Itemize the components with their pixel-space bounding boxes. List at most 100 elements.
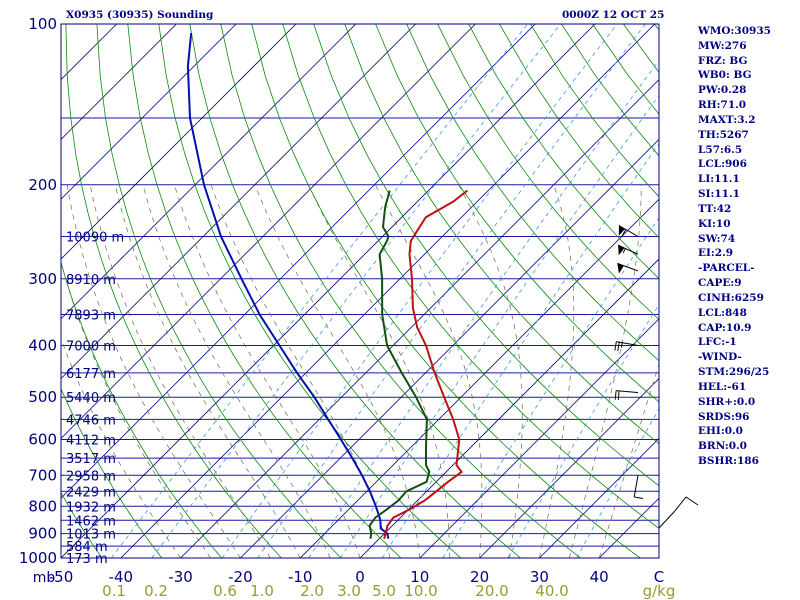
moist-adiabat <box>210 184 391 558</box>
temperature-tick-label: 0 <box>355 568 365 586</box>
wind-barb <box>614 390 639 400</box>
mixing-ratio-line <box>381 142 659 558</box>
wind-barbs <box>614 225 644 500</box>
isotherm-line <box>61 24 237 200</box>
wind-barb-staff <box>616 390 639 394</box>
height-label: 4746 m <box>66 413 116 428</box>
stat-item: -WIND- <box>698 351 742 364</box>
isotherm-lines <box>61 24 659 558</box>
stat-item: SRDS:96 <box>698 410 750 423</box>
height-label: 6177 m <box>66 367 116 382</box>
stat-item: SW:74 <box>698 232 736 245</box>
moist-adiabat <box>308 184 451 558</box>
mixing-ratio-line <box>576 407 659 558</box>
parcel-trace <box>186 33 390 539</box>
stat-item: CAP:10.9 <box>698 321 752 334</box>
stat-item: MW:276 <box>698 39 747 52</box>
wind-barb-staff <box>633 475 639 498</box>
mixing-ratio-label: 0.1 <box>102 582 126 600</box>
height-label: 2958 m <box>66 469 116 484</box>
wind-barb <box>618 225 639 238</box>
wind-barb <box>614 341 639 352</box>
mixing-ratio-line <box>151 24 561 558</box>
dry-adiabat <box>189 24 522 558</box>
wind-barb-staff <box>616 341 639 346</box>
stat-item: CAPE:9 <box>698 277 742 290</box>
station-title: X0935 (30935) Sounding <box>66 9 214 21</box>
height-label: 3517 m <box>66 452 116 467</box>
dry-adiabat <box>468 24 659 280</box>
wind-barb-feather <box>617 390 620 400</box>
isotherm-line <box>61 24 357 320</box>
dry-adiabat <box>61 261 223 558</box>
pressure-tick-label: 500 <box>28 388 57 406</box>
isotherm-line <box>120 24 656 558</box>
wind-barb-half <box>622 248 626 254</box>
dry-adiabat <box>251 24 641 558</box>
stat-item: MAXT:3.2 <box>698 113 756 126</box>
stat-item: HEL:-61 <box>698 380 747 393</box>
mixing-ratio-label: 0.2 <box>144 582 168 600</box>
hodograph-trace <box>658 496 699 529</box>
temperature-trace <box>383 189 469 539</box>
dry-adiabat <box>61 491 103 558</box>
stat-item: FRZ: BG <box>698 54 748 67</box>
hodograph <box>658 496 699 529</box>
height-label: 1462 m <box>66 514 116 529</box>
height-label: 7893 m <box>66 309 116 324</box>
wind-barb-staff <box>617 262 639 272</box>
mixing-ratio-line <box>507 303 659 558</box>
temperature-tick-label: C <box>654 568 664 586</box>
isotherm-line <box>539 437 659 558</box>
wind-barb <box>617 262 639 274</box>
pressure-tick-label: 200 <box>28 176 57 194</box>
isotherm-line <box>419 318 659 558</box>
stat-item: RH:71.0 <box>698 99 747 112</box>
moist-adiabat <box>142 184 331 558</box>
isotherm-line <box>61 24 416 380</box>
wind-barb-flag <box>618 245 625 256</box>
dry-adiabat-lines <box>61 24 659 558</box>
stat-item: SHR+:0.0 <box>698 395 756 408</box>
stat-item: CINH:6259 <box>698 291 764 304</box>
pressure-tick-label: 700 <box>28 466 57 484</box>
pressure-tick-label: 400 <box>28 337 57 355</box>
stat-item: EI:2.9 <box>698 247 734 260</box>
dry-adiabat <box>65 24 282 558</box>
moist-adiabat <box>66 184 241 558</box>
height-label: 7000 m <box>66 340 116 355</box>
pressure-tick-label: 100 <box>28 15 57 33</box>
dry-adiabat <box>220 24 582 558</box>
moist-adiabat <box>458 184 523 558</box>
dry-adiabat <box>313 24 659 487</box>
height-label: 10090 m <box>66 230 124 245</box>
dry-adiabat <box>406 24 659 362</box>
mixing-ratio-line <box>221 24 618 558</box>
mixing-ratio-label: 40.0 <box>535 582 568 600</box>
stat-item: EHI:0.0 <box>698 425 743 438</box>
dry-adiabat <box>96 24 342 558</box>
mixing-ratio-line <box>257 24 646 558</box>
isotherm-line <box>299 198 659 558</box>
temperature-tick-label: -20 <box>228 568 253 586</box>
mixing-ratio-label: 3.0 <box>337 582 361 600</box>
wind-barb-half <box>620 342 623 348</box>
dry-adiabat <box>375 24 659 403</box>
stat-item: KI:10 <box>698 217 731 230</box>
temperature-tick-label: 10 <box>410 568 429 586</box>
mixing-ratio-label: 10.0 <box>404 582 437 600</box>
isotherm-line <box>180 79 659 558</box>
height-label: 8910 m <box>66 273 116 288</box>
temperature-tick-label: 20 <box>470 568 489 586</box>
stability-index-list: WMO:30935 MW:276 FRZ: BG WB0: BG PW:0.28 RH:7… <box>698 24 771 469</box>
wind-barb <box>617 244 639 256</box>
isotherm-line <box>61 24 536 499</box>
mixing-ratio-label: 0.6 <box>213 582 237 600</box>
isobar-lines <box>61 23 659 559</box>
isotherm-line <box>61 24 177 140</box>
stat-item: TH:5267 <box>698 128 749 141</box>
stat-item: LCL:906 <box>698 158 747 171</box>
stat-item: L57:6.5 <box>698 143 743 156</box>
temperature-tick-label: -10 <box>288 568 313 586</box>
